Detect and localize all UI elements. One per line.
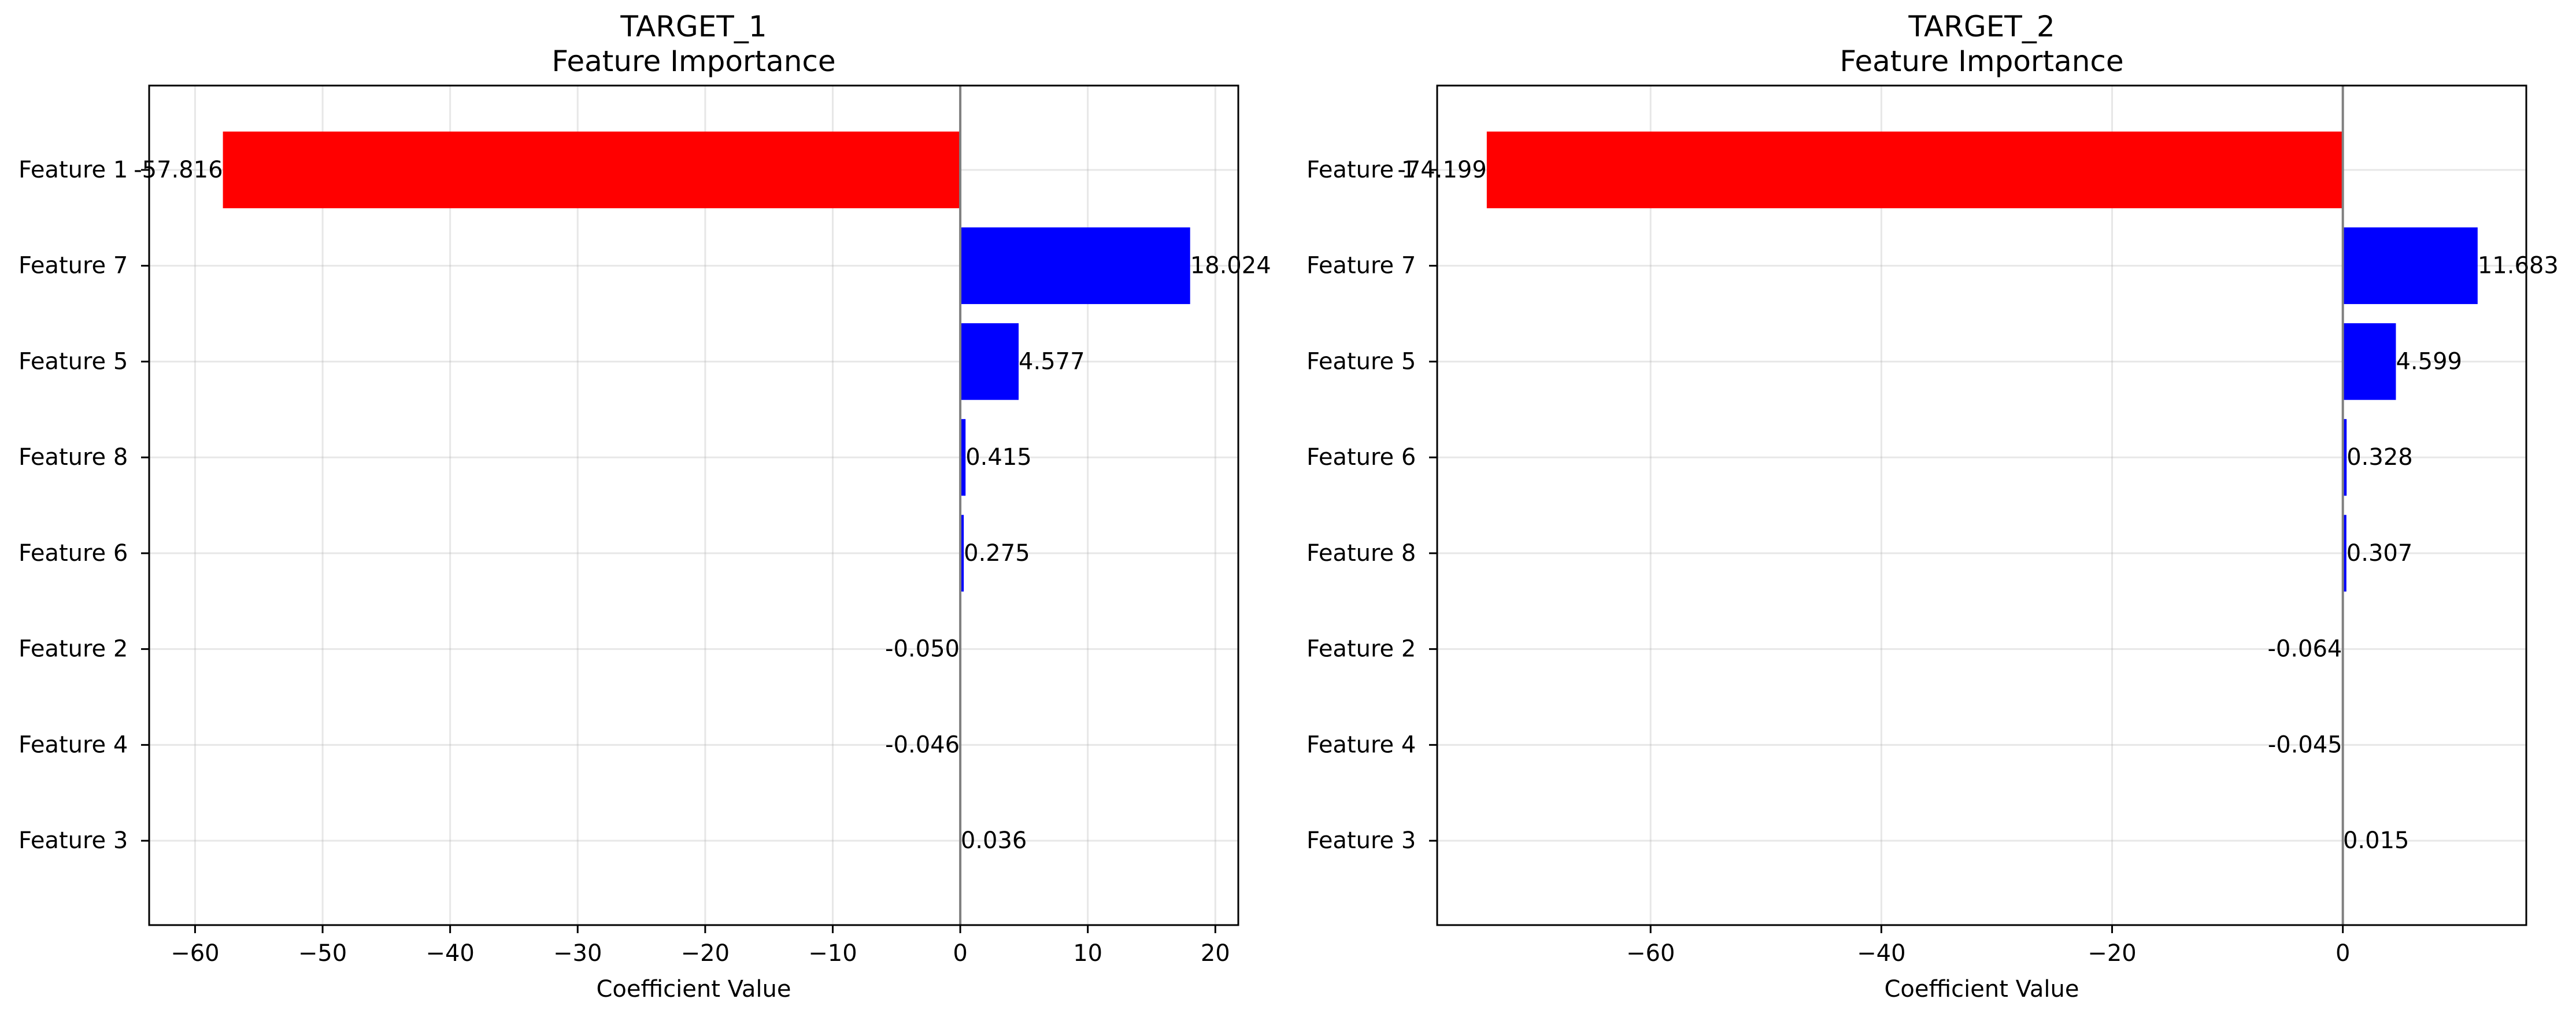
y-tick-label: Feature 6 bbox=[1306, 444, 1416, 471]
y-tick-label: Feature 8 bbox=[18, 444, 128, 471]
data-label: 18.024 bbox=[1190, 253, 1271, 279]
data-label: -0.046 bbox=[885, 731, 960, 758]
x-tick-label: −10 bbox=[808, 940, 857, 967]
x-tick-label: −20 bbox=[2088, 940, 2136, 967]
x-axis: −60 −50 −40 −30 −20 −10 0 10 20 bbox=[171, 925, 1230, 967]
data-label: -0.050 bbox=[885, 636, 960, 663]
data-labels: -74.199 11.683 4.599 0.328 0.307 -0.064 -0.045… bbox=[1397, 157, 2558, 854]
x-tick-label: −40 bbox=[425, 940, 474, 967]
y-tick-label: Feature 1 bbox=[1306, 157, 1416, 183]
bar-feature-1 bbox=[223, 131, 961, 209]
bar-feature-8 bbox=[960, 419, 966, 496]
y-tick-label: Feature 2 bbox=[1306, 636, 1416, 663]
x-tick-label: 10 bbox=[1073, 940, 1102, 967]
bar-feature-5 bbox=[2342, 323, 2396, 400]
y-tick-label: Feature 1 bbox=[18, 157, 128, 183]
y-tick-label: Feature 7 bbox=[18, 253, 128, 279]
x-axis-label: Coefficient Value bbox=[597, 976, 791, 1003]
data-label: 0.307 bbox=[2346, 540, 2413, 567]
chart-title-line: Feature Importance bbox=[552, 45, 835, 78]
y-tick-label: Feature 7 bbox=[1306, 253, 1416, 279]
chart-target-2: -74.199 11.683 4.599 0.328 0.307 -0.064 -0.045… bbox=[1306, 10, 2559, 1003]
data-label: 0.015 bbox=[2343, 827, 2410, 854]
data-labels: -57.81618.0244.5770.4150.275-0.050-0.046… bbox=[134, 157, 1271, 854]
x-tick-label: 0 bbox=[2336, 940, 2350, 967]
data-label: 0.036 bbox=[961, 827, 1027, 854]
plot-frame bbox=[1436, 84, 2527, 926]
chart-title-line: Feature Importance bbox=[1840, 45, 2123, 78]
bar-feature-7 bbox=[2342, 227, 2478, 304]
y-tick-label: Feature 2 bbox=[18, 636, 128, 663]
data-label: 0.275 bbox=[964, 540, 1030, 567]
bar-feature-6 bbox=[960, 515, 964, 592]
y-tick-label: Feature 6 bbox=[18, 540, 128, 567]
x-tick-label: −30 bbox=[553, 940, 602, 967]
x-tick-label: −60 bbox=[171, 940, 219, 967]
bar-feature-8 bbox=[2342, 515, 2346, 592]
y-tick-label: Feature 5 bbox=[1306, 348, 1416, 375]
bar-feature-5 bbox=[960, 323, 1019, 400]
data-label: -0.045 bbox=[2268, 731, 2342, 758]
bar-feature-6 bbox=[2342, 419, 2347, 496]
x-tick-label: −20 bbox=[681, 940, 730, 967]
y-tick-label: Feature 3 bbox=[18, 827, 128, 854]
x-axis: −60 −40 −20 0 bbox=[1626, 925, 2350, 967]
y-tick-label: Feature 4 bbox=[1306, 731, 1416, 758]
bar-feature-1 bbox=[1486, 131, 2343, 209]
x-tick-label: −40 bbox=[1857, 940, 1905, 967]
data-label: 4.577 bbox=[1019, 348, 1085, 375]
bars bbox=[223, 131, 1190, 879]
y-axis: Feature 1 Feature 7 Feature 5 Feature 8 Feat… bbox=[18, 157, 149, 854]
plot-frame bbox=[148, 84, 1239, 926]
data-label: -74.199 bbox=[1397, 157, 1486, 183]
data-label: 11.683 bbox=[2478, 253, 2559, 279]
x-axis-label: Coefficient Value bbox=[1885, 976, 2079, 1003]
bar-feature-7 bbox=[960, 227, 1190, 304]
x-tick-label: 20 bbox=[1201, 940, 1230, 967]
y-tick-label: Feature 5 bbox=[18, 348, 128, 375]
chart-title-line: TARGET_2 bbox=[1908, 10, 2055, 43]
data-label: 0.415 bbox=[965, 444, 1032, 471]
y-axis: Feature 1 Feature 7 Feature 5 Feature 6 Feat… bbox=[1306, 157, 1437, 854]
chart-target-1: -57.81618.0244.5770.4150.275-0.050-0.046… bbox=[18, 10, 1271, 1003]
x-tick-label: 0 bbox=[953, 940, 967, 967]
bars bbox=[1486, 131, 2478, 879]
data-label: -0.064 bbox=[2267, 636, 2342, 663]
chart-title-line: TARGET_1 bbox=[620, 10, 767, 43]
data-label: 0.328 bbox=[2346, 444, 2413, 471]
y-tick-label: Feature 4 bbox=[18, 731, 128, 758]
x-tick-label: −60 bbox=[1626, 940, 1675, 967]
y-tick-label: Feature 3 bbox=[1306, 827, 1416, 854]
x-tick-label: −50 bbox=[298, 940, 347, 967]
y-tick-label: Feature 8 bbox=[1306, 540, 1416, 567]
data-label: 4.599 bbox=[2396, 348, 2462, 375]
